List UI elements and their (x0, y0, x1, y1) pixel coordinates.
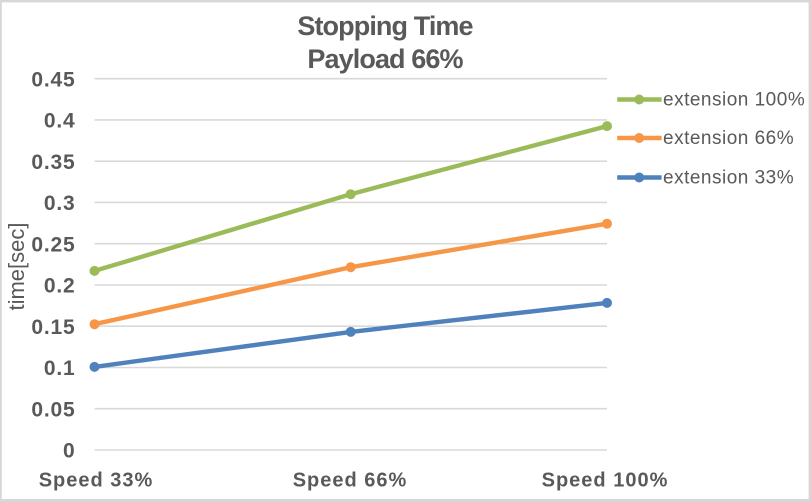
svg-text:Payload 66%: Payload 66% (307, 44, 463, 74)
svg-text:0.05: 0.05 (31, 398, 75, 421)
svg-text:0.15: 0.15 (31, 316, 75, 339)
svg-text:0.4: 0.4 (44, 110, 76, 133)
svg-text:0.1: 0.1 (44, 357, 76, 380)
svg-text:0.25: 0.25 (31, 233, 75, 256)
svg-text:extension 100%: extension 100% (663, 89, 805, 110)
svg-text:0.35: 0.35 (31, 151, 75, 174)
svg-text:0.3: 0.3 (44, 192, 76, 215)
svg-text:0.45: 0.45 (31, 68, 75, 91)
svg-text:time[sec]: time[sec] (4, 222, 29, 310)
svg-text:Speed 33%: Speed 33% (39, 470, 154, 492)
svg-text:0.2: 0.2 (44, 275, 76, 298)
svg-text:Speed 66%: Speed 66% (293, 470, 408, 492)
svg-text:extension 33%: extension 33% (663, 167, 794, 188)
svg-text:0: 0 (63, 440, 75, 463)
svg-text:Speed 100%: Speed 100% (542, 470, 669, 492)
svg-text:Stopping Time: Stopping Time (297, 11, 473, 41)
svg-text:extension 66%: extension 66% (663, 128, 794, 149)
